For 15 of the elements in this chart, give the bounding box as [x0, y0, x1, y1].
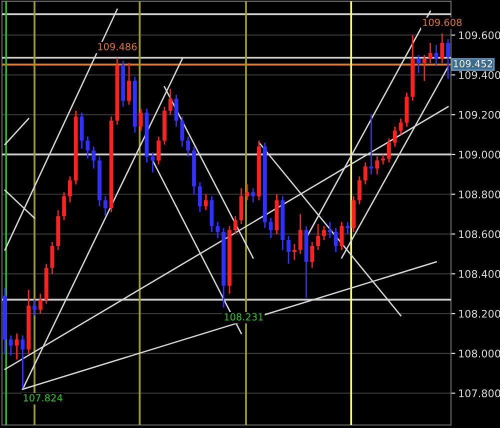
y-tick-label: 109.600	[459, 31, 500, 40]
annotation: 107.824	[24, 394, 62, 402]
annotation: 108.231	[224, 313, 263, 321]
y-tick-label: 108.600	[459, 230, 500, 238]
y-tick-label: 109.200	[459, 110, 500, 119]
y-tick-label: 109.000	[459, 150, 500, 159]
y-tick-label: 108.000	[459, 350, 500, 358]
y-tick-label: 108.200	[459, 310, 500, 318]
annotation: 109.608	[423, 18, 462, 26]
ref-line-label: 109.452	[454, 60, 492, 68]
y-tick-label: 107.800	[459, 389, 500, 398]
y-tick-label: 108.800	[459, 190, 500, 198]
annotation: 109.486	[98, 42, 137, 50]
y-tick-label: 109.400	[459, 71, 500, 79]
y-tick-label: 108.400	[459, 270, 500, 278]
